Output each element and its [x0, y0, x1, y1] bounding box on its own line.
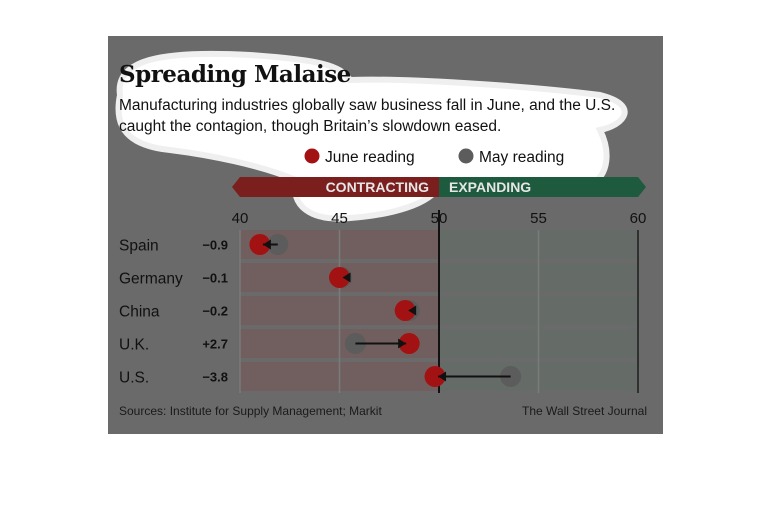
- country-label: U.K.: [119, 337, 149, 354]
- legend-label-june-reading: June reading: [325, 149, 415, 166]
- change-arrow-head: [342, 272, 351, 283]
- zone-banners: CONTRACTING EXPANDING: [232, 177, 646, 197]
- data-rows: Spain −0.9 Germany −0.1 China −0.2 U.K. +2.7 U.S…: [119, 234, 522, 387]
- publisher-credit: The Wall Street Journal: [522, 404, 647, 418]
- x-axis-ticks: 40 45 50 55 60: [232, 210, 647, 227]
- change-value: +2.7: [202, 337, 228, 352]
- source-note: Sources: Institute for Supply Management…: [119, 404, 382, 418]
- country-label: U.S.: [119, 370, 149, 387]
- x-tick-label: 45: [331, 210, 348, 227]
- change-value: −3.8: [202, 370, 228, 385]
- change-arrow-head: [408, 305, 417, 316]
- legend-marker-june-reading: [304, 148, 320, 164]
- country-label: China: [119, 304, 160, 321]
- legend-label-may-reading: May reading: [479, 149, 564, 166]
- change-value: −0.9: [202, 238, 228, 253]
- june-dot: [398, 333, 420, 354]
- zone-label-expanding: EXPANDING: [449, 179, 531, 195]
- zone-banner-expanding: [439, 177, 646, 197]
- june-dot: [424, 366, 446, 387]
- june-dot: [329, 267, 350, 288]
- chart-title: Spreading Malaise: [119, 61, 351, 88]
- zone-label-contracting: CONTRACTING: [326, 179, 430, 195]
- country-label: Germany: [119, 271, 183, 288]
- june-dot: [394, 300, 416, 321]
- june-dot: [249, 234, 271, 255]
- x-tick-label: 40: [232, 210, 249, 227]
- gridlines: [239, 210, 639, 393]
- change-arrow-head: [438, 371, 447, 382]
- x-tick-label: 60: [630, 210, 647, 227]
- change-value: −0.2: [202, 304, 228, 319]
- change-arrow-head: [398, 338, 407, 349]
- chart-subtitle: Manufacturing industries globally saw bu…: [119, 97, 616, 135]
- country-label: Spain: [119, 238, 159, 255]
- legend: June reading May reading: [304, 148, 564, 166]
- change-value: −0.1: [202, 271, 228, 286]
- legend-marker-may-reading: [458, 148, 474, 164]
- zone-banner-contracting: [232, 177, 439, 197]
- x-tick-label: 55: [530, 210, 547, 227]
- change-arrow-head: [262, 239, 271, 250]
